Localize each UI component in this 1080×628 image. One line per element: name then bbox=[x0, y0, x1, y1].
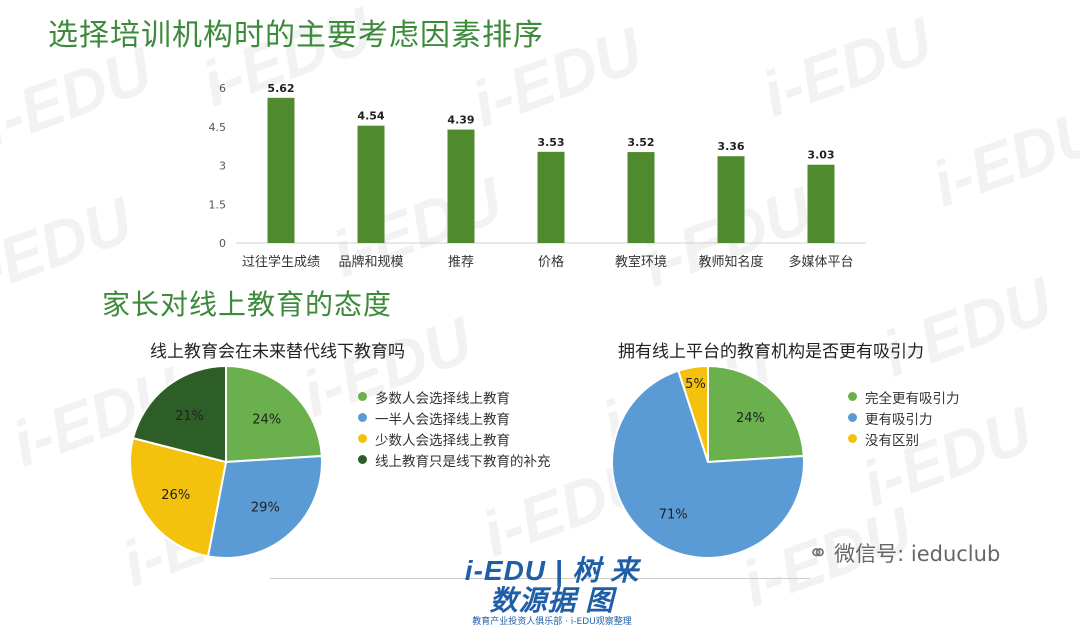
legend-item: 少数人会选择线上教育 bbox=[358, 428, 551, 449]
legend-item: 一半人会选择线上教育 bbox=[358, 407, 551, 428]
x-category-label: 多媒体平台 bbox=[788, 254, 853, 270]
x-category-label: 教室环境 bbox=[615, 254, 667, 270]
bar-value-label: 3.52 bbox=[627, 136, 654, 149]
y-tick-label: 1.5 bbox=[209, 198, 227, 211]
pie-slice bbox=[129, 436, 228, 558]
legend-swatch bbox=[358, 455, 367, 464]
bar bbox=[447, 129, 475, 243]
legend-label: 线上教育只是线下教育的补充 bbox=[375, 453, 551, 470]
legend-swatch bbox=[358, 392, 367, 401]
bar bbox=[357, 125, 385, 243]
y-tick-label: 0 bbox=[219, 237, 226, 250]
legend-swatch bbox=[848, 392, 857, 401]
legend-swatch bbox=[358, 434, 367, 443]
pie-value-label: 29% bbox=[251, 501, 280, 516]
legend-item: 没有区别 bbox=[848, 428, 960, 449]
logo-text: i-EDU | 树 来数源据 图 bbox=[464, 555, 640, 616]
pie2-legend: 完全更有吸引力 更有吸引力没有区别 bbox=[848, 386, 960, 449]
y-tick-label: 4.5 bbox=[209, 121, 227, 134]
legend-swatch bbox=[848, 413, 857, 422]
x-category-label: 推荐 bbox=[448, 255, 474, 270]
pie-value-label: 26% bbox=[161, 488, 190, 503]
pie-chart-replacement: 24% 29% 26% 21% bbox=[129, 364, 323, 559]
legend-swatch bbox=[848, 434, 857, 443]
bar-value-label: 3.36 bbox=[717, 140, 744, 153]
pie-slice bbox=[707, 364, 805, 464]
legend-item: 完全更有吸引力 bbox=[848, 386, 960, 407]
legend-item: 线上教育只是线下教育的补充 bbox=[358, 449, 551, 470]
bar-value-label: 4.54 bbox=[357, 110, 384, 123]
bar bbox=[807, 164, 835, 243]
wechat-icon: ⚭ bbox=[808, 539, 829, 567]
wechat-id: 微信号: ieduclub bbox=[834, 542, 1001, 566]
bar bbox=[717, 156, 745, 243]
legend-label: 少数人会选择线上教育 bbox=[375, 432, 510, 449]
pie-slice bbox=[131, 364, 227, 464]
bar-value-label: 3.53 bbox=[537, 136, 564, 149]
x-category-label: 价格 bbox=[538, 254, 564, 270]
page-title: 选择培训机构时的主要考虑因素排序 bbox=[48, 18, 544, 53]
logo: i-EDU | 树 来数源据 图 教育产业投资人俱乐部 · i-EDU观察整理 bbox=[452, 556, 652, 628]
bar bbox=[537, 151, 565, 243]
legend-label: 没有区别 bbox=[865, 432, 919, 449]
pie-chart-attractiveness: 24% 71% 5% bbox=[611, 364, 805, 559]
pie2-title: 拥有线上平台的教育机构是否更有吸引力 bbox=[618, 342, 924, 362]
pie-value-label: 24% bbox=[736, 411, 765, 426]
y-tick-label: 3 bbox=[219, 160, 226, 173]
pie1-title: 线上教育会在未来替代线下教育吗 bbox=[150, 342, 405, 362]
pie-value-label: 5% bbox=[685, 377, 706, 392]
bar-value-label: 4.39 bbox=[447, 114, 474, 127]
pie-slice bbox=[225, 364, 323, 464]
y-tick-label: 6 bbox=[219, 82, 226, 95]
footer-divider bbox=[270, 578, 810, 579]
x-category-label: 过往学生成绩 bbox=[242, 254, 320, 270]
wechat-account: ⚭ 微信号: ieduclub bbox=[808, 538, 1000, 568]
pie-value-label: 24% bbox=[252, 413, 281, 428]
legend-swatch bbox=[358, 413, 367, 422]
bar bbox=[267, 97, 295, 243]
x-category-label: 品牌和规模 bbox=[338, 254, 403, 270]
bar-value-label: 3.03 bbox=[807, 149, 834, 162]
section-title: 家长对线上教育的态度 bbox=[102, 288, 393, 321]
bar bbox=[627, 152, 655, 243]
bar-chart: 0 1.5 3 4.5 6 5.62 过往学生成绩 4.54 品牌和规模 4.39 推荐 3.53 价格… bbox=[209, 82, 866, 270]
pie-value-label: 21% bbox=[175, 409, 204, 424]
legend-label: 更有吸引力 bbox=[865, 411, 933, 428]
pie-value-label: 71% bbox=[659, 507, 688, 522]
bar-value-label: 5.62 bbox=[267, 82, 294, 95]
pie1-legend: 多数人会选择线上教育 一半人会选择线上教育 少数人会选择线上教育线上教育只是线下教育… bbox=[358, 386, 551, 470]
pie-slice bbox=[611, 369, 805, 559]
pie-slice bbox=[206, 454, 323, 559]
legend-item: 多数人会选择线上教育 bbox=[358, 386, 551, 407]
logo-subtext: 教育产业投资人俱乐部 · i-EDU观察整理 bbox=[472, 617, 632, 627]
legend-label: 一半人会选择线上教育 bbox=[375, 411, 510, 428]
x-category-label: 教师知名度 bbox=[698, 254, 763, 270]
legend-label: 完全更有吸引力 bbox=[865, 390, 960, 407]
legend-item: 更有吸引力 bbox=[848, 407, 960, 428]
legend-label: 多数人会选择线上教育 bbox=[375, 390, 510, 407]
pie-slice bbox=[677, 364, 709, 463]
